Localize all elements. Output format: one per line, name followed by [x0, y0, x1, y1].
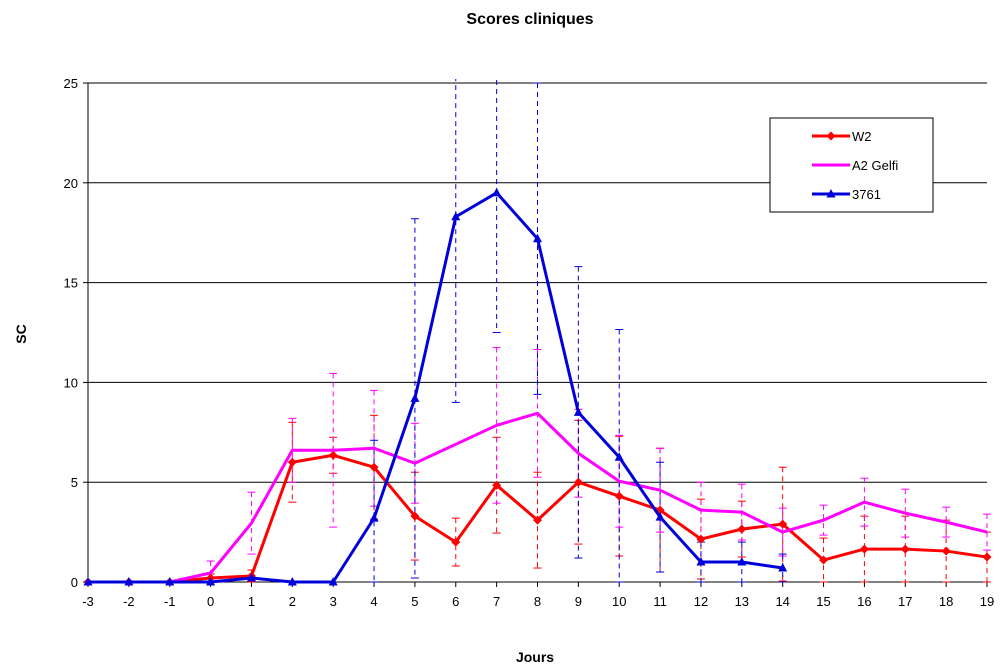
x-tick-label: 0: [207, 594, 214, 609]
x-tick-label: 13: [735, 594, 749, 609]
x-tick-label: -2: [123, 594, 135, 609]
data-point: [573, 407, 583, 416]
x-tick-label: 12: [694, 594, 708, 609]
data-point: [206, 577, 216, 586]
data-point: [165, 577, 175, 586]
data-point: [451, 211, 461, 221]
y-tick-label: 0: [71, 575, 78, 590]
data-point: [778, 563, 788, 572]
y-tick-label: 15: [64, 276, 78, 291]
data-point: [533, 233, 542, 243]
y-tick-label: 10: [64, 375, 78, 390]
x-tick-label: 5: [411, 594, 418, 609]
y-tick-label: 25: [64, 76, 78, 91]
data-point: [369, 462, 379, 472]
data-point: [655, 512, 665, 521]
data-point: [492, 187, 502, 197]
data-point: [451, 537, 461, 547]
x-tick-label: -3: [82, 594, 94, 609]
x-tick-label: 3: [330, 594, 337, 609]
data-point: [737, 524, 747, 534]
x-tick-label: 18: [939, 594, 953, 609]
data-point: [859, 544, 869, 554]
x-tick-label: 19: [980, 594, 994, 609]
data-point: [369, 513, 379, 522]
data-point: [328, 577, 338, 586]
x-tick-label: 8: [534, 594, 541, 609]
data-point: [614, 491, 624, 501]
y-axis-label: SC: [13, 324, 29, 343]
x-tick-label: 10: [612, 594, 626, 609]
x-tick-label: 9: [575, 594, 582, 609]
data-point: [614, 452, 624, 461]
data-point: [83, 577, 93, 586]
data-point: [410, 511, 420, 521]
legend-marker: [826, 189, 836, 198]
legend-marker: [826, 131, 836, 141]
data-point: [287, 457, 297, 467]
series-line: [88, 191, 783, 584]
data-point: [328, 450, 338, 460]
x-tick-label: 17: [898, 594, 912, 609]
x-tick-label: 4: [370, 594, 377, 609]
data-point: [778, 519, 788, 529]
data-point: [124, 577, 134, 586]
y-tick-label: 20: [64, 176, 78, 191]
legend-label: A2 Gelfi: [852, 158, 898, 173]
data-point: [941, 546, 951, 556]
x-tick-label: 14: [775, 594, 789, 609]
x-tick-label: 1: [248, 594, 255, 609]
data-point: [900, 544, 910, 554]
legend-box: [769, 117, 934, 213]
data-point: [533, 515, 542, 525]
data-point: [492, 480, 502, 490]
error-bars: [206, 79, 991, 583]
data-point: [246, 573, 256, 582]
legend: W2 A2 Gelfi 3761: [769, 117, 934, 213]
legend-label: W2: [852, 129, 872, 144]
data-point: [696, 534, 706, 544]
data-point: [573, 477, 583, 487]
data-point: [737, 557, 747, 566]
data-point: [982, 552, 992, 562]
data-point: [410, 393, 420, 402]
data-point: [287, 577, 297, 586]
x-tick-label: 2: [289, 594, 296, 609]
x-tick-label: -1: [164, 594, 176, 609]
y-tick-label: 5: [71, 475, 78, 490]
chart-title: Scores cliniques: [466, 11, 593, 28]
series-lines: [83, 187, 992, 587]
x-tick-label: 7: [493, 594, 500, 609]
x-axis-label: Jours: [516, 649, 554, 665]
x-tick-label: 16: [857, 594, 871, 609]
data-point: [696, 557, 706, 566]
series-line: [88, 411, 988, 584]
x-tick-label: 15: [816, 594, 830, 609]
data-point: [819, 555, 829, 565]
legend-label: 3761: [852, 187, 881, 202]
x-tick-label: 6: [452, 594, 459, 609]
x-tick-label: 11: [653, 594, 667, 609]
